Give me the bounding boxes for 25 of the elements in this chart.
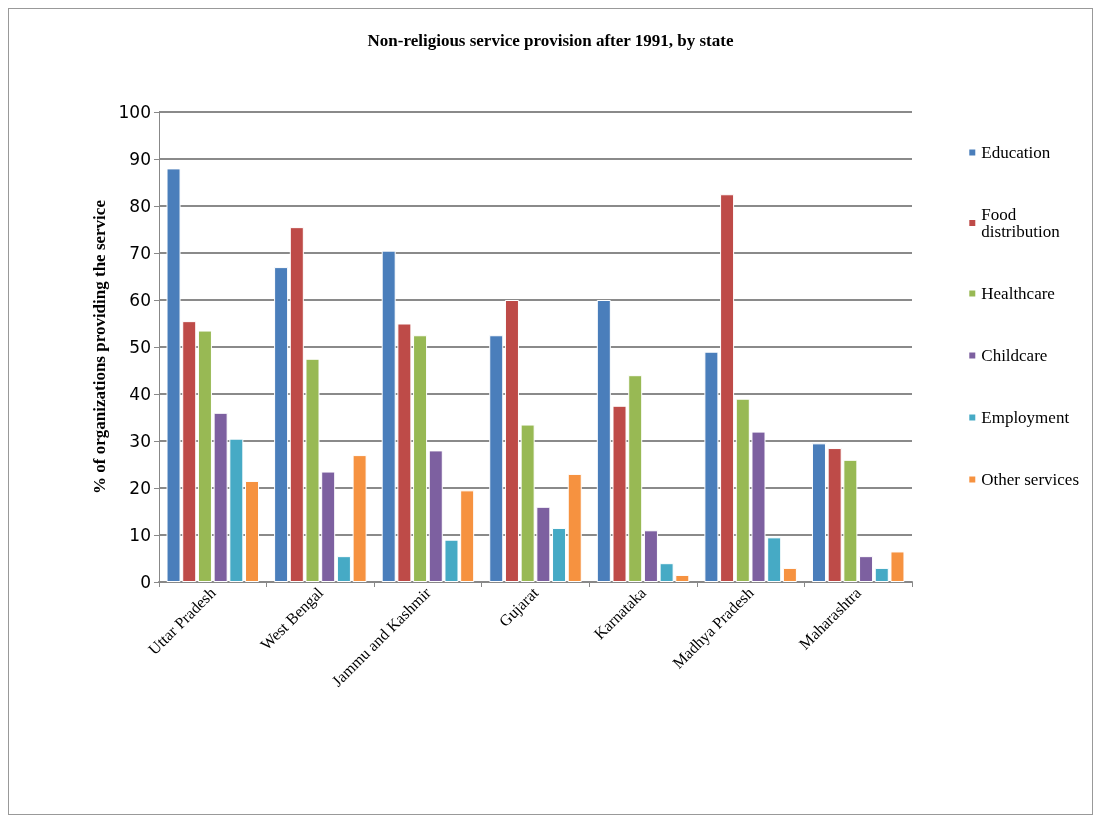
y-tick-label: 20 xyxy=(129,478,151,498)
y-tick-label: 50 xyxy=(129,337,151,357)
legend-label: Education xyxy=(981,143,1051,162)
legend-label: Other services xyxy=(981,470,1080,489)
y-tick-label: 100 xyxy=(118,102,151,122)
y-tick-label: 0 xyxy=(140,572,151,592)
legend-label: Employment xyxy=(981,408,1070,427)
y-tick-label: 70 xyxy=(129,243,151,263)
y-tick-label: 80 xyxy=(129,196,151,216)
bar xyxy=(489,335,504,582)
legend-label: Food distribution xyxy=(981,205,1061,241)
y-tick-label: 60 xyxy=(129,290,151,310)
bar xyxy=(245,480,260,582)
y-tick-label: 10 xyxy=(129,525,151,545)
bar xyxy=(811,443,826,582)
y-tick-label: 30 xyxy=(129,431,151,451)
y-axis-title: % of organizations providing the service xyxy=(89,199,109,494)
bar xyxy=(274,267,289,582)
y-tick-label: 90 xyxy=(129,149,151,169)
legend-label: Childcare xyxy=(981,346,1048,365)
bar xyxy=(567,473,582,582)
bar xyxy=(782,567,797,582)
chart-title: Non-religious service provision after 1991, by state xyxy=(367,31,734,50)
legend-label: Healthcare xyxy=(981,284,1055,303)
y-tick-label: 40 xyxy=(129,384,151,404)
